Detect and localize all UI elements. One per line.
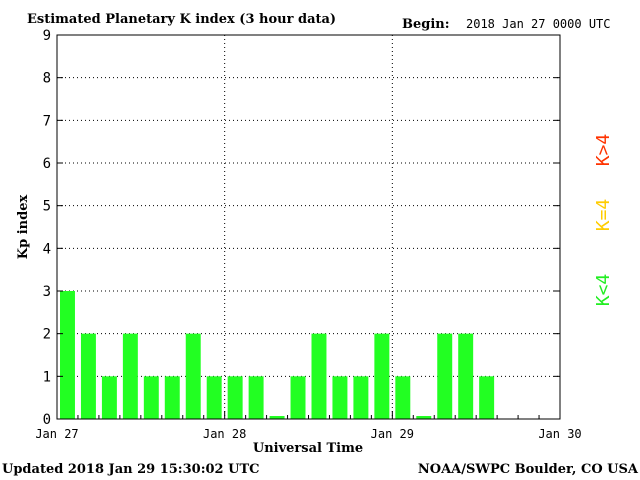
kp-bar	[311, 333, 327, 419]
y-tick-label: 8	[43, 71, 51, 87]
kp-bar	[164, 376, 180, 419]
x-axis-label: Universal Time	[253, 441, 363, 456]
chart-title: Estimated Planetary K index (3 hour data…	[27, 12, 336, 27]
kp-bar	[143, 376, 159, 419]
y-tick-label: 9	[43, 28, 51, 44]
x-tick-label: Jan 30	[538, 427, 581, 441]
legend: K<4 K=4 K>4	[593, 134, 614, 307]
kp-bar	[206, 376, 222, 419]
y-tick-label: 4	[43, 241, 51, 257]
kp-bar	[248, 376, 264, 419]
kp-bar	[60, 291, 75, 419]
kp-bar	[80, 333, 96, 419]
y-tick-label: 0	[43, 412, 51, 428]
y-tick-label: 5	[43, 199, 51, 215]
x-tick-label: Jan 28	[203, 427, 246, 441]
y-axis: 0 1 2 3 4 5 6 7 8 9	[43, 28, 560, 428]
kp-bar	[374, 333, 390, 419]
kp-bar	[437, 333, 453, 419]
begin-label: Begin:	[402, 17, 450, 32]
legend-label: K=4	[593, 199, 614, 232]
x-axis: Jan 27 Jan 28 Jan 29 Jan 30	[35, 411, 582, 441]
y-tick-label: 3	[43, 284, 51, 300]
kp-bar	[395, 376, 411, 419]
kp-bar	[332, 376, 348, 419]
source-credit: NOAA/SWPC Boulder, CO USA	[418, 462, 639, 477]
kp-bar	[290, 376, 306, 419]
legend-label: K<4	[593, 274, 614, 307]
updated-timestamp: Updated 2018 Jan 29 15:30:02 UTC	[2, 462, 259, 477]
kp-bar	[122, 333, 138, 419]
y-tick-label: 6	[43, 156, 51, 172]
kp-bar	[185, 333, 201, 419]
kp-bar	[353, 376, 369, 419]
y-tick-label: 1	[43, 369, 51, 385]
kp-bar	[227, 376, 243, 419]
legend-label: K>4	[593, 134, 614, 167]
kp-bar	[269, 416, 285, 419]
kp-bar	[458, 333, 474, 419]
y-tick-label: 7	[43, 113, 51, 129]
grid	[57, 35, 560, 419]
y-tick-label: 2	[43, 327, 51, 343]
kp-bar	[101, 376, 117, 419]
begin-value: 2018 Jan 27 0000 UTC	[466, 17, 611, 31]
kp-bar	[479, 376, 495, 419]
bars	[60, 291, 495, 419]
x-tick-label: Jan 27	[35, 427, 78, 441]
y-axis-label: Kp index	[16, 195, 31, 260]
x-tick-label: Jan 29	[371, 427, 414, 441]
kp-bar	[416, 416, 432, 419]
